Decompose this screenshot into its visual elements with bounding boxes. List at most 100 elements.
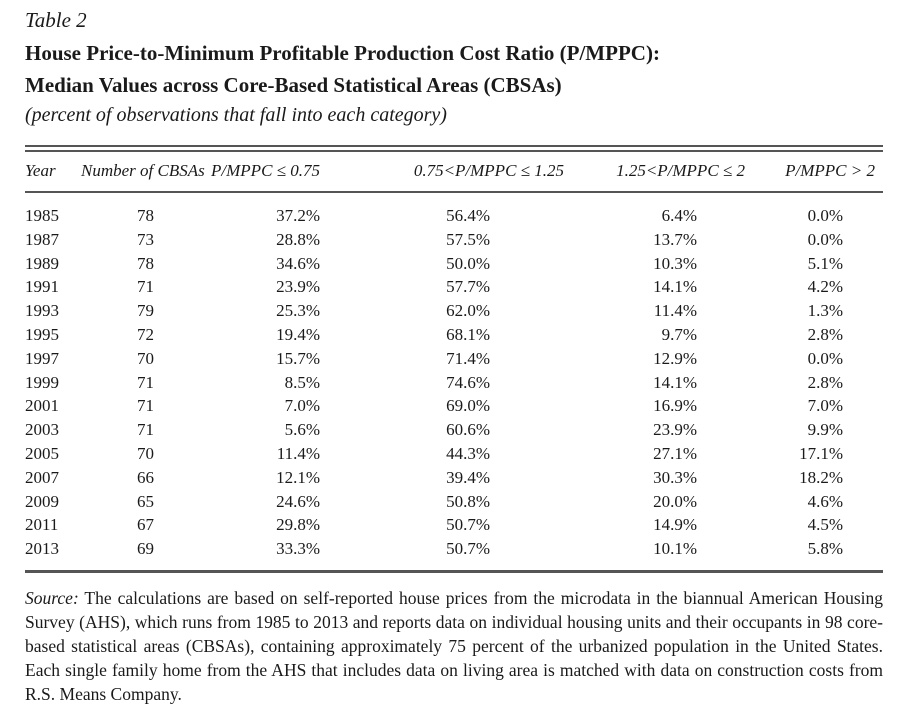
cell-number-of-cbsas: 71	[137, 372, 154, 392]
cell-pct-075-125: 71.4%	[446, 348, 490, 368]
cell-pct-gt-2: 1.3%	[807, 301, 843, 321]
cell-pct-gt-2: 9.9%	[807, 420, 843, 440]
table-label: Table 2	[25, 8, 87, 32]
table-title-line1: House Price-to-Minimum Profitable Produc…	[25, 41, 660, 65]
cell-number-of-cbsas: 71	[137, 396, 154, 416]
top-rule-second	[25, 150, 883, 152]
source-label: Source:	[25, 588, 79, 608]
cell-pct-gt-2: 18.2%	[799, 467, 843, 487]
cell-pct-gt-2: 5.8%	[807, 539, 843, 559]
cell-pct-075-125: 50.7%	[446, 515, 490, 535]
table-row: 1991 71 23.9% 57.7% 14.1% 4.2%	[0, 277, 903, 301]
cell-year: 1989	[25, 253, 59, 273]
table-row: 1993 79 25.3% 62.0% 11.4% 1.3%	[0, 301, 903, 325]
table-body: 1985 78 37.2% 56.4% 6.4% 0.0% 1987 73 28.8% 57.5%…	[0, 206, 903, 563]
cell-pct-075-125: 57.7%	[446, 277, 490, 297]
table-row: 1987 73 28.8% 57.5% 13.7% 0.0%	[0, 230, 903, 254]
cell-pct-075-125: 50.0%	[446, 253, 490, 273]
bottom-rule	[25, 570, 883, 573]
table-row: 2001 71 7.0% 69.0% 16.9% 7.0%	[0, 396, 903, 420]
cell-pct-125-2: 9.7%	[661, 324, 697, 344]
cell-pct-le-075: 37.2%	[276, 206, 320, 225]
cell-pct-gt-2: 17.1%	[799, 443, 843, 463]
cell-pct-125-2: 6.4%	[661, 206, 697, 225]
cell-pct-gt-2: 0.0%	[807, 348, 843, 368]
cell-number-of-cbsas: 73	[137, 229, 154, 249]
table-row: 2007 66 12.1% 39.4% 30.3% 18.2%	[0, 468, 903, 492]
cell-pct-le-075: 12.1%	[276, 467, 320, 487]
cell-year: 1999	[25, 372, 59, 392]
cell-pct-075-125: 62.0%	[446, 301, 490, 321]
cell-year: 2003	[25, 420, 59, 440]
cell-pct-gt-2: 5.1%	[807, 253, 843, 273]
cell-number-of-cbsas: 70	[137, 348, 154, 368]
cell-pct-125-2: 16.9%	[653, 396, 697, 416]
cell-number-of-cbsas: 70	[137, 443, 154, 463]
header-col-gt-2: P/MPPC > 2	[785, 161, 875, 180]
cell-pct-gt-2: 0.0%	[807, 229, 843, 249]
cell-pct-075-125: 50.7%	[446, 539, 490, 559]
table-row: 1995 72 19.4% 68.1% 9.7% 2.8%	[0, 325, 903, 349]
cell-pct-le-075: 29.8%	[276, 515, 320, 535]
table-row: 2003 71 5.6% 60.6% 23.9% 9.9%	[0, 420, 903, 444]
cell-year: 1993	[25, 301, 59, 321]
cell-pct-le-075: 8.5%	[284, 372, 320, 392]
cell-pct-075-125: 39.4%	[446, 467, 490, 487]
table-row: 1985 78 37.2% 56.4% 6.4% 0.0%	[0, 206, 903, 230]
cell-pct-gt-2: 4.2%	[807, 277, 843, 297]
cell-pct-125-2: 14.9%	[653, 515, 697, 535]
cell-pct-gt-2: 4.5%	[807, 515, 843, 535]
cell-pct-125-2: 12.9%	[653, 348, 697, 368]
cell-pct-gt-2: 0.0%	[807, 206, 843, 225]
header-rule	[25, 191, 883, 193]
table-row: 1997 70 15.7% 71.4% 12.9% 0.0%	[0, 349, 903, 373]
header-col-le-075: P/MPPC ≤ 0.75	[211, 161, 320, 180]
cell-number-of-cbsas: 71	[137, 420, 154, 440]
cell-number-of-cbsas: 79	[137, 301, 154, 321]
cell-year: 2007	[25, 467, 59, 487]
cell-pct-gt-2: 2.8%	[807, 372, 843, 392]
table-row: 1989 78 34.6% 50.0% 10.3% 5.1%	[0, 254, 903, 278]
header-year: Year	[25, 161, 56, 180]
cell-number-of-cbsas: 78	[137, 253, 154, 273]
cell-year: 1985	[25, 206, 59, 225]
cell-pct-125-2: 10.3%	[653, 253, 697, 273]
table-row: 2005 70 11.4% 44.3% 27.1% 17.1%	[0, 444, 903, 468]
cell-year: 2001	[25, 396, 59, 416]
cell-pct-125-2: 20.0%	[653, 491, 697, 511]
table-title-line2: Median Values across Core-Based Statisti…	[25, 73, 562, 97]
header-number-of-cbsas: Number of CBSAs	[81, 161, 205, 180]
cell-year: 2013	[25, 539, 59, 559]
top-rule	[25, 145, 883, 147]
cell-number-of-cbsas: 67	[137, 515, 154, 535]
cell-number-of-cbsas: 65	[137, 491, 154, 511]
cell-pct-le-075: 24.6%	[276, 491, 320, 511]
table-row: 2011 67 29.8% 50.7% 14.9% 4.5%	[0, 515, 903, 539]
cell-pct-le-075: 23.9%	[276, 277, 320, 297]
header-col-125-2: 1.25<P/MPPC ≤ 2	[616, 161, 745, 180]
cell-pct-075-125: 56.4%	[446, 206, 490, 225]
cell-pct-le-075: 33.3%	[276, 539, 320, 559]
cell-number-of-cbsas: 66	[137, 467, 154, 487]
cell-year: 1987	[25, 229, 59, 249]
cell-pct-gt-2: 4.6%	[807, 491, 843, 511]
cell-pct-le-075: 7.0%	[284, 396, 320, 416]
cell-pct-125-2: 13.7%	[653, 229, 697, 249]
cell-pct-le-075: 11.4%	[276, 443, 320, 463]
cell-pct-le-075: 15.7%	[276, 348, 320, 368]
cell-pct-le-075: 5.6%	[284, 420, 320, 440]
cell-year: 2011	[25, 515, 59, 535]
cell-pct-125-2: 23.9%	[653, 420, 697, 440]
cell-pct-125-2: 14.1%	[653, 277, 697, 297]
cell-pct-le-075: 19.4%	[276, 324, 320, 344]
cell-pct-075-125: 74.6%	[446, 372, 490, 392]
cell-pct-le-075: 28.8%	[276, 229, 320, 249]
cell-pct-gt-2: 2.8%	[807, 324, 843, 344]
cell-year: 2009	[25, 491, 59, 511]
cell-pct-075-125: 69.0%	[446, 396, 490, 416]
cell-pct-125-2: 14.1%	[653, 372, 697, 392]
cell-pct-le-075: 25.3%	[276, 301, 320, 321]
source-note: Source: The calculations are based on se…	[25, 586, 883, 706]
cell-pct-gt-2: 7.0%	[807, 396, 843, 416]
cell-pct-075-125: 50.8%	[446, 491, 490, 511]
